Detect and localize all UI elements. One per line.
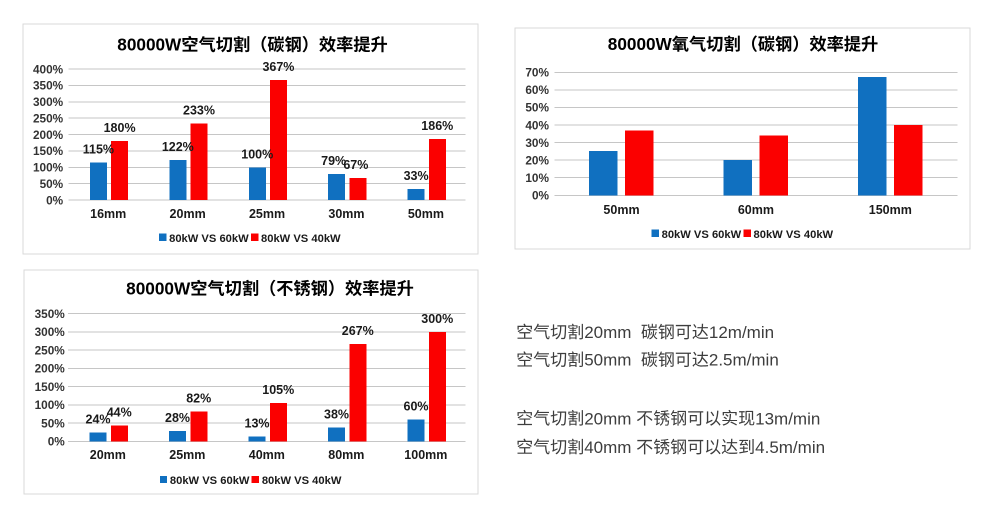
svg-text:50mm: 50mm: [584, 351, 641, 370]
svg-text:0%: 0%: [532, 189, 550, 203]
svg-text:50mm: 50mm: [408, 207, 444, 221]
svg-text:80kW VS 60kW: 80kW VS 60kW: [662, 229, 742, 241]
svg-text:80kW VS 40kW: 80kW VS 40kW: [261, 233, 341, 245]
svg-text:20mm: 20mm: [584, 323, 641, 342]
svg-text:50%: 50%: [40, 177, 64, 191]
svg-text:20mm: 20mm: [584, 409, 636, 428]
svg-text:300%: 300%: [421, 312, 453, 326]
svg-text:105%: 105%: [262, 383, 294, 397]
svg-text:24%: 24%: [86, 413, 111, 427]
svg-text:12m/min: 12m/min: [709, 323, 774, 342]
svg-text:40mm: 40mm: [249, 448, 285, 462]
svg-text:28%: 28%: [165, 411, 190, 425]
svg-text:100mm: 100mm: [404, 448, 447, 462]
svg-text:30mm: 30mm: [328, 207, 364, 221]
svg-text:200%: 200%: [33, 128, 64, 142]
svg-text:67%: 67%: [343, 158, 368, 172]
svg-text:250%: 250%: [33, 111, 64, 125]
svg-text:122%: 122%: [162, 140, 194, 154]
svg-text:180%: 180%: [104, 121, 136, 135]
svg-text:300%: 300%: [33, 95, 64, 109]
svg-text:100%: 100%: [33, 161, 64, 175]
svg-text:20mm: 20mm: [90, 448, 126, 462]
svg-text:350%: 350%: [33, 79, 64, 93]
svg-text:33%: 33%: [404, 169, 429, 183]
svg-text:50mm: 50mm: [603, 203, 639, 217]
svg-text:186%: 186%: [421, 119, 453, 133]
svg-text:80kW VS 60kW: 80kW VS 60kW: [169, 233, 249, 245]
svg-text:13m/min: 13m/min: [755, 409, 820, 428]
svg-text:0%: 0%: [48, 435, 66, 449]
svg-text:44%: 44%: [107, 405, 132, 419]
svg-text:13%: 13%: [245, 417, 270, 431]
svg-text:25mm: 25mm: [249, 207, 285, 221]
svg-text:80mm: 80mm: [328, 448, 364, 462]
svg-text:16mm: 16mm: [90, 207, 126, 221]
svg-text:70%: 70%: [525, 66, 549, 80]
svg-text:40mm: 40mm: [584, 438, 636, 457]
svg-text:400%: 400%: [33, 62, 64, 76]
svg-text:2.5m/min: 2.5m/min: [709, 351, 779, 370]
svg-text:20%: 20%: [525, 153, 549, 167]
svg-text:200%: 200%: [35, 362, 66, 376]
svg-text:150mm: 150mm: [869, 203, 912, 217]
svg-text:100%: 100%: [35, 398, 66, 412]
svg-text:80000W: 80000W: [117, 35, 182, 55]
svg-text:115%: 115%: [83, 142, 114, 156]
svg-text:80kW VS 40kW: 80kW VS 40kW: [754, 229, 834, 241]
svg-text:10%: 10%: [525, 171, 549, 185]
svg-text:4.5m/min: 4.5m/min: [755, 438, 825, 457]
svg-text:60mm: 60mm: [738, 203, 774, 217]
svg-text:80kW VS 60kW: 80kW VS 60kW: [170, 475, 250, 487]
svg-text:82%: 82%: [186, 391, 211, 405]
svg-text:80000W: 80000W: [126, 279, 191, 299]
svg-text:150%: 150%: [35, 380, 66, 394]
svg-text:50%: 50%: [41, 416, 65, 430]
svg-text:267%: 267%: [342, 324, 374, 338]
svg-text:79%: 79%: [321, 154, 346, 168]
svg-text:100%: 100%: [241, 147, 273, 161]
svg-text:40%: 40%: [525, 118, 549, 132]
svg-text:350%: 350%: [35, 307, 66, 321]
svg-text:300%: 300%: [35, 325, 66, 339]
svg-text:60%: 60%: [404, 400, 429, 414]
svg-text:150%: 150%: [33, 144, 64, 158]
svg-text:25mm: 25mm: [169, 448, 205, 462]
svg-text:250%: 250%: [35, 343, 66, 357]
svg-text:20mm: 20mm: [170, 207, 206, 221]
svg-text:80000W: 80000W: [608, 34, 673, 54]
svg-text:80kW VS 40kW: 80kW VS 40kW: [262, 475, 342, 487]
svg-text:0%: 0%: [46, 193, 64, 207]
svg-text:233%: 233%: [183, 104, 215, 118]
svg-text:60%: 60%: [525, 83, 549, 97]
svg-text:50%: 50%: [525, 101, 549, 115]
svg-text:30%: 30%: [525, 136, 549, 150]
svg-text:38%: 38%: [324, 408, 349, 422]
svg-text:367%: 367%: [262, 60, 294, 74]
